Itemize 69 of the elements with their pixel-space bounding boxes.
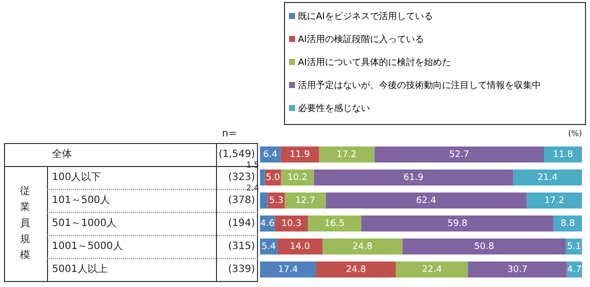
bar (322, 238, 402, 255)
legend-label: 既にAIをビジネスで活用している (297, 10, 434, 24)
data-label: 59.8 (447, 218, 468, 229)
data-label: 22.4 (422, 264, 442, 275)
data-label: 24.8 (352, 242, 373, 252)
data-label: 5.4 (262, 242, 276, 252)
bar (284, 192, 326, 209)
data-label: 24.8 (346, 264, 366, 275)
data-label: 17.2 (336, 150, 357, 160)
data-label: 4.6 (260, 218, 275, 229)
data-label: 10.3 (281, 218, 302, 229)
bar (308, 215, 362, 232)
text: (315) (228, 241, 256, 252)
text: (%) (568, 129, 582, 138)
text: (194) (228, 218, 256, 230)
data-label: 8.8 (560, 218, 576, 229)
bar (316, 261, 396, 278)
data-label: 11.8 (552, 150, 574, 160)
legend-label: 活用予定はないが、今後の技術動向に注目して情報を収集中 (297, 80, 542, 93)
data-label: 5.3 (269, 196, 284, 206)
text: (378) (228, 195, 256, 206)
bar (513, 169, 582, 186)
bar (402, 238, 566, 255)
data-label: 14.0 (290, 242, 310, 252)
data-label: 50.8 (474, 242, 494, 252)
bar (277, 238, 322, 255)
data-label: 4.7 (567, 264, 582, 275)
y-tick-label: 501～1000人 (52, 218, 117, 230)
legend-label: AI活用について具体的に検討を始めた (297, 56, 452, 70)
data-label: 52.7 (449, 150, 470, 160)
data-label: 30.7 (507, 264, 528, 275)
bar (280, 146, 319, 163)
bar (468, 261, 567, 278)
text: n= (222, 128, 237, 140)
data-label: 17.4 (278, 264, 298, 275)
data-label: 17.2 (544, 196, 564, 206)
data-label: 5.1 (566, 242, 582, 252)
bar (526, 192, 582, 209)
bar (318, 146, 374, 163)
bar (374, 146, 544, 163)
bar (326, 192, 527, 209)
data-label: 2.4 (246, 184, 259, 193)
data-label: 6.4 (263, 150, 278, 160)
y-tick-label: 101～500人 (52, 195, 110, 206)
bar (396, 261, 468, 278)
bar (361, 215, 554, 232)
text: (339) (228, 264, 256, 276)
legend-label: AI活用の検証段階に入っている (297, 34, 425, 47)
legend-label: 必要性を感じない (297, 102, 371, 116)
y-tick-label: 100人以下 (52, 171, 102, 184)
bar (544, 146, 582, 163)
text: (323) (228, 172, 256, 184)
data-label: 16.5 (324, 218, 345, 229)
data-label: 61.9 (403, 172, 424, 183)
bar (260, 169, 265, 186)
data-label: 11.9 (290, 150, 310, 160)
bar (314, 169, 514, 186)
data-label: 12.7 (295, 196, 316, 206)
y-tick-label: 全体 (52, 148, 72, 160)
data-label: 5.0 (266, 172, 280, 183)
text: (1,549) (218, 149, 256, 160)
y-tick-label: 5001人以上 (52, 263, 108, 276)
bar (260, 192, 268, 209)
text: 従業員規模 (20, 185, 30, 262)
bar (260, 261, 316, 278)
y-tick-label: 1001～5000人 (52, 241, 123, 252)
data-label: 10.2 (287, 172, 308, 183)
data-label: 62.4 (416, 196, 436, 206)
data-label: 21.4 (538, 172, 558, 183)
